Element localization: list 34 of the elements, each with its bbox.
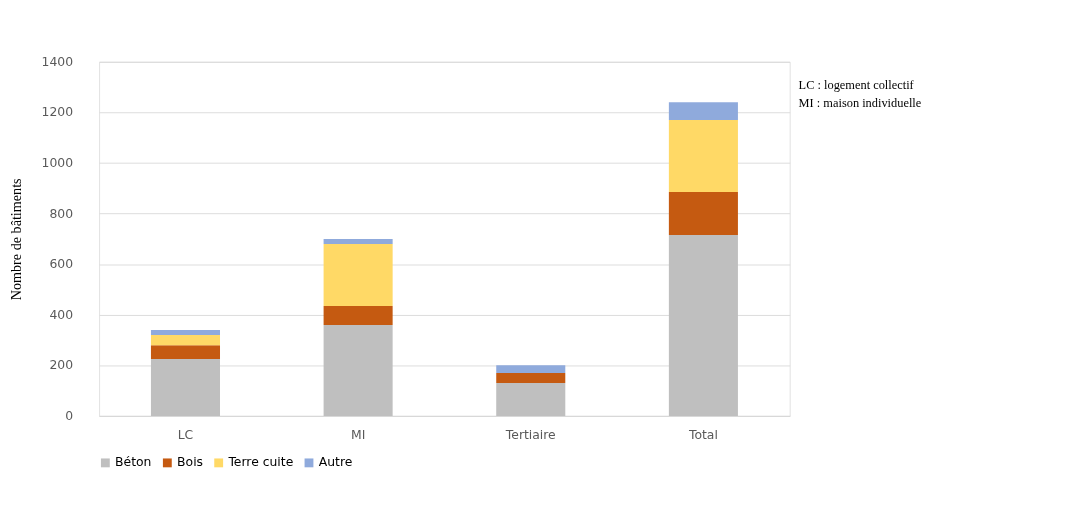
bar (150, 335, 221, 346)
y-tick-label: 1000 (41, 154, 74, 170)
bar (668, 102, 738, 120)
y-tick-label: 1200 (41, 104, 74, 120)
y-tick-label: 800 (49, 205, 74, 221)
bar (150, 359, 221, 416)
text: MI : maison individuelle (798, 95, 922, 110)
bar (496, 383, 566, 416)
legend-label: Autre (318, 454, 353, 470)
bar (668, 192, 738, 236)
x-tick-label: MI (350, 426, 366, 442)
bar (150, 345, 221, 360)
x-tick-label: Tertiaire (504, 426, 556, 442)
bar (496, 372, 566, 384)
legend-label: Béton (115, 454, 152, 470)
bar (323, 324, 393, 416)
bar (496, 365, 566, 373)
bar (323, 243, 393, 306)
bar (150, 329, 221, 336)
y-axis-title: Nombre de bâtiments (8, 178, 25, 301)
y-tick-label: 400 (49, 306, 74, 322)
y-tick-label: 600 (49, 256, 74, 272)
bar (668, 120, 738, 193)
x-tick-label: Total (687, 426, 718, 442)
y-tick-label: 200 (49, 357, 74, 373)
y-tick-label: 1400 (41, 53, 74, 69)
legend-label: Terre cuite (227, 454, 294, 470)
bar (323, 305, 393, 325)
text: LC : logement collectif (798, 78, 915, 93)
legend-label: Bois (177, 454, 204, 470)
bar (323, 238, 393, 244)
bar (668, 235, 738, 416)
y-tick-label: 0 (65, 407, 74, 423)
x-tick-label: LC (177, 426, 194, 442)
